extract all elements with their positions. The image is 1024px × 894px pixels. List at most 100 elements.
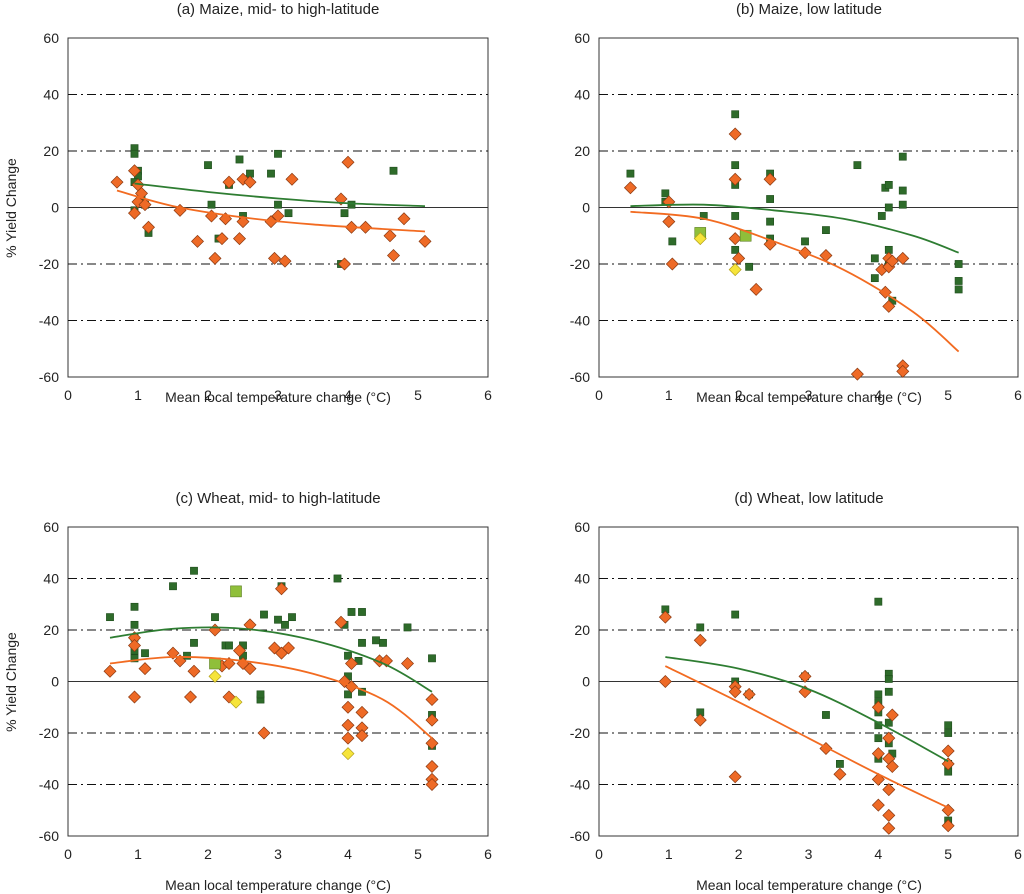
- panel-a-point-orange-diamond: [142, 220, 155, 234]
- panel-b-ytick-label: -60: [570, 369, 590, 385]
- panel-a-point-green-square: [274, 200, 282, 209]
- panel-d: (d) Wheat, low latitude Mean local tempe…: [570, 490, 1022, 893]
- panel-c-point-green-square: [347, 608, 356, 616]
- panel-b-point-orange-diamond: [763, 172, 777, 186]
- panel-a-trend-line-green: [134, 182, 426, 207]
- panel-c-point-orange-diamond: [138, 662, 152, 676]
- panel-a-trend-line-orange: [116, 189, 426, 233]
- panel-b-ytick-label: -20: [570, 256, 590, 272]
- panel-b-point-orange-diamond: [623, 181, 637, 195]
- panel-a-point-green-square: [207, 200, 216, 209]
- panel-c-xlabel: Mean local temperature change (°C): [165, 877, 391, 893]
- panel-d-point-orange-diamond: [885, 759, 899, 773]
- panel-b-xlabel: Mean local temperature change (°C): [696, 389, 922, 405]
- panel-c-xtick-label: 1: [134, 846, 142, 862]
- panel-d-ytick-label: -20: [570, 725, 590, 741]
- panel-c-point-orange-diamond: [425, 736, 439, 750]
- panel-b-point-green-square: [801, 237, 809, 246]
- panel-d-xtick-label: 2: [735, 846, 743, 862]
- panel-c-point-green-square: [141, 649, 149, 658]
- panel-a-xtick-label: 5: [414, 387, 422, 403]
- panel-c-point-green-square: [260, 610, 268, 619]
- panel-b-point-orange-diamond: [749, 282, 763, 296]
- panel-b-point-green-square: [898, 186, 907, 195]
- panel-d-point-orange-diamond: [941, 819, 955, 833]
- panel-b-ytick-label: -40: [570, 313, 590, 329]
- panel-a-xtick-label: 3: [274, 387, 282, 403]
- panel-a-point-orange-diamond: [128, 206, 141, 220]
- panel-c-point-orange-diamond: [243, 618, 257, 632]
- panel-d-point-orange-diamond: [728, 770, 742, 784]
- panel-d-point-green-square: [884, 675, 893, 683]
- panel-b-ytick-label: 0: [582, 200, 590, 216]
- panel-a-ytick-label: 0: [51, 200, 59, 216]
- panel-a-ytick-label: -40: [39, 313, 59, 329]
- panel-b-point-yellow-diamond: [728, 263, 742, 277]
- panel-c-xtick-label: 3: [274, 846, 282, 862]
- panel-c-point-orange-diamond: [401, 656, 414, 670]
- panel-b-point-orange-diamond: [728, 127, 742, 141]
- panel-b-point-orange-diamond: [882, 299, 896, 313]
- panel-c-point-green-square: [225, 641, 233, 650]
- panel-c-point-green-square: [281, 620, 289, 629]
- panel-c-ytick-label: 60: [43, 519, 59, 535]
- panel-d-xlabel: Mean local temperature change (°C): [696, 877, 922, 893]
- panel-c-point-orange-diamond: [128, 638, 141, 652]
- panel-b-xtick-label: 2: [735, 387, 743, 403]
- panel-b-ytick-label: 40: [574, 87, 590, 103]
- panel-b-point-green-square: [661, 189, 670, 198]
- panel-d-point-orange-diamond: [871, 798, 885, 812]
- panel-d-point-green-square: [874, 734, 883, 743]
- panel-a-point-orange-diamond: [138, 198, 152, 212]
- panel-b-point-green-square: [731, 110, 740, 119]
- panel-c-point-orange-diamond: [208, 623, 222, 637]
- panel-b-point-lightgreen-square: [739, 229, 752, 242]
- panel-d-point-green-square: [874, 597, 883, 606]
- panel-b-point-orange-diamond: [728, 232, 742, 246]
- panel-d-xtick-label: 1: [665, 846, 673, 862]
- panel-b-trend-line-orange: [630, 210, 960, 353]
- panel-a-point-orange-diamond: [285, 172, 299, 186]
- panel-c-xtick-label: 2: [204, 846, 212, 862]
- panel-a-point-orange-diamond: [341, 155, 355, 169]
- panel-a-point-orange-diamond: [243, 175, 257, 189]
- panel-b-point-green-square: [766, 195, 774, 203]
- panel-c-point-green-square: [274, 615, 282, 624]
- panel-a-ylabel: % Yield Change: [3, 158, 19, 258]
- panel-b-point-orange-diamond: [665, 257, 679, 271]
- panel-c-point-orange-diamond: [341, 731, 355, 745]
- panel-d-point-green-square: [944, 729, 953, 737]
- panel-d-point-orange-diamond: [882, 808, 896, 822]
- panel-c-point-green-square: [372, 636, 380, 645]
- panel-a-point-green-square: [389, 166, 398, 175]
- panel-c-title: (c) Wheat, mid- to high-latitude: [175, 490, 380, 507]
- panel-b-xtick-label: 5: [944, 387, 952, 403]
- panel-c-ylabel: % Yield Change: [3, 632, 19, 732]
- panel-d-point-orange-diamond: [693, 633, 707, 647]
- panel-c-point-green-square: [358, 638, 366, 647]
- panel-d-point-orange-diamond: [882, 731, 896, 745]
- panel-a-point-green-square: [274, 149, 282, 158]
- panel-d-xtick-label: 6: [1014, 846, 1022, 862]
- panel-c-point-green-square: [183, 651, 191, 660]
- panel-c-point-green-square: [130, 620, 139, 629]
- panel-a-ytick-label: 20: [43, 143, 59, 159]
- panel-c-trend-line-orange: [109, 656, 433, 739]
- panel-c-xtick-label: 6: [484, 846, 492, 862]
- panel-c-xtick-label: 4: [344, 846, 352, 862]
- panel-a-point-green-square: [284, 209, 293, 218]
- panel-d-xtick-label: 3: [805, 846, 813, 862]
- panel-c-point-orange-diamond: [345, 656, 358, 670]
- panel-c-point-orange-diamond: [355, 729, 369, 743]
- panel-c-ytick-label: 20: [43, 622, 59, 638]
- panel-d-xtick-label: 4: [874, 846, 882, 862]
- panel-a-point-orange-diamond: [268, 251, 281, 265]
- panel-b-point-orange-diamond: [896, 251, 910, 265]
- panel-c-ytick-label: -40: [39, 777, 59, 793]
- panel-b-xtick-label: 4: [874, 387, 882, 403]
- panel-c-point-orange-diamond: [341, 718, 355, 732]
- panel-a-point-orange-diamond: [128, 164, 141, 178]
- panel-b-point-green-square: [954, 260, 963, 268]
- panel-d-point-orange-diamond: [941, 744, 955, 758]
